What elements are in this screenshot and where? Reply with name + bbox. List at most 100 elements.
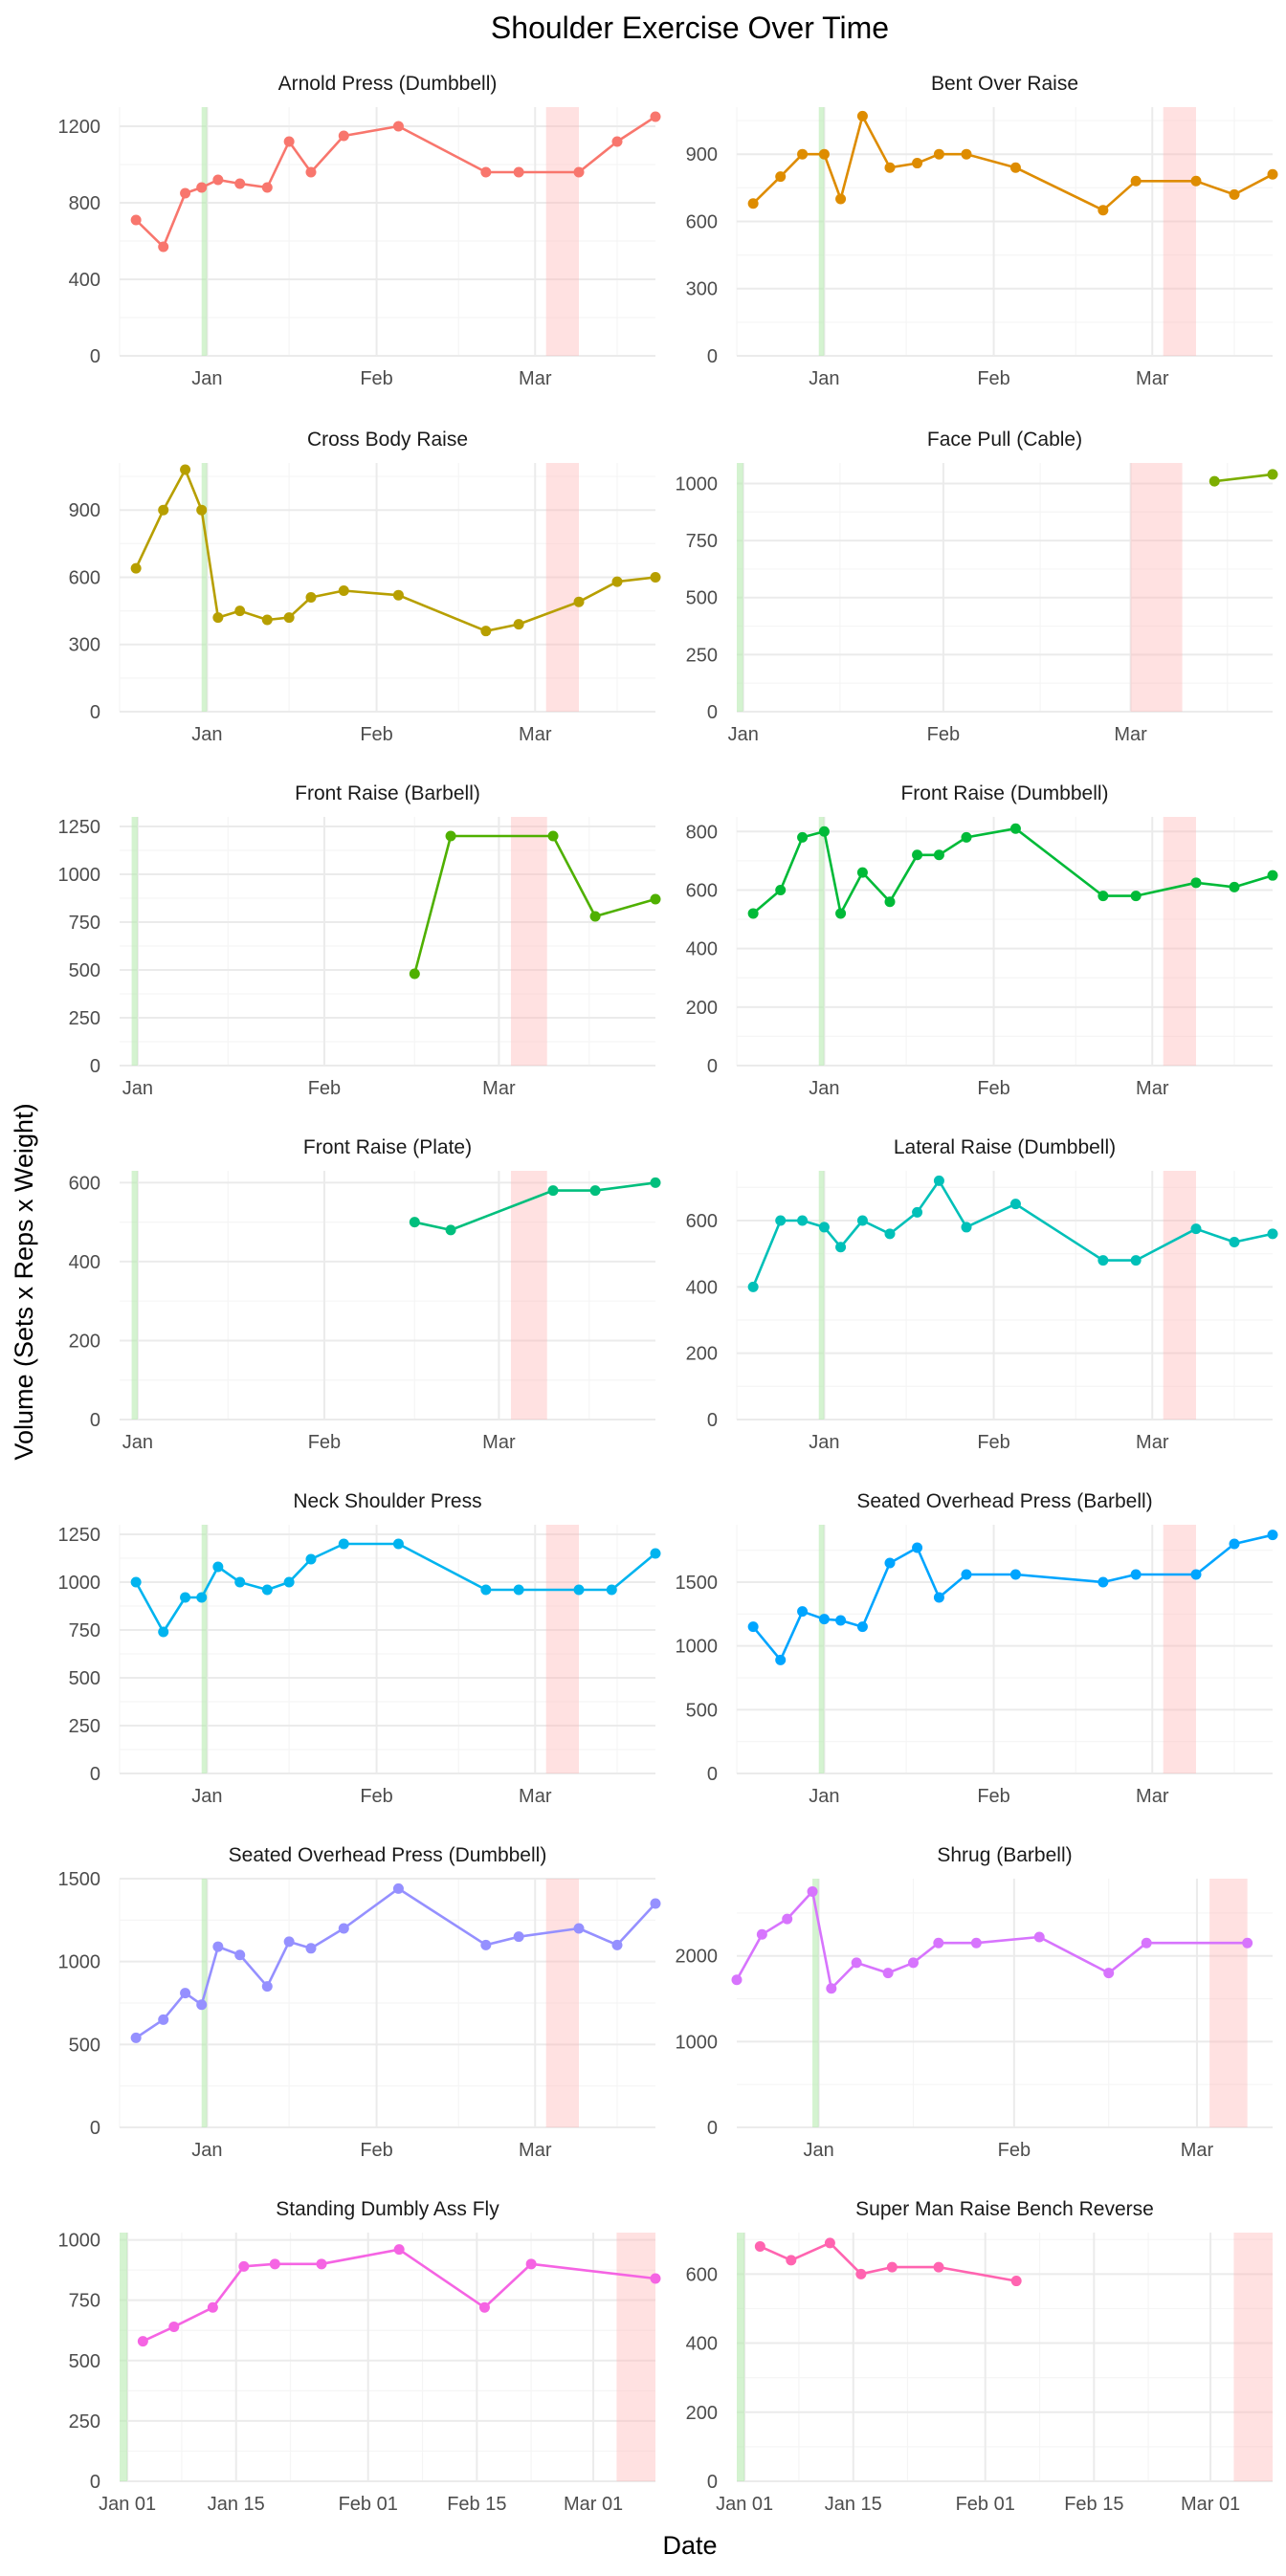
data-point (409, 1217, 420, 1228)
data-point (1098, 891, 1109, 902)
data-point (933, 1175, 944, 1186)
data-point (261, 614, 273, 626)
data-point (338, 585, 349, 597)
panel-title: Front Raise (Barbell) (295, 782, 480, 804)
y-tick-label: 1000 (676, 2032, 719, 2053)
data-point (650, 1548, 661, 1559)
panel: Neck Shoulder Press 0 250 500 750 1000 1250 Jan… (58, 1490, 661, 1807)
data-point (1267, 870, 1278, 881)
data-point (650, 571, 661, 583)
y-tick-label: 300 (69, 635, 100, 656)
x-tick-label: Mar (1136, 1786, 1169, 1807)
data-point (912, 158, 923, 169)
data-point (480, 1939, 492, 1950)
panel-title: Bent Over Raise (931, 73, 1078, 95)
data-point (884, 896, 896, 908)
y-tick-label: 200 (69, 1331, 100, 1352)
x-tick-label: Jan (728, 724, 759, 745)
y-tick-label: 0 (707, 1410, 718, 1431)
data-point (1009, 823, 1021, 834)
data-point (650, 893, 661, 905)
data-point (168, 2321, 180, 2332)
panel: Front Raise (Barbell) 0 250 500 750 1000 1250 J… (58, 782, 661, 1099)
data-point (316, 2258, 327, 2270)
panel-title: Front Raise (Plate) (303, 1136, 472, 1158)
panel-title: Front Raise (Dumbbell) (900, 782, 1108, 804)
data-point (650, 1898, 661, 1909)
data-point (856, 1621, 868, 1633)
data-point (130, 1576, 142, 1588)
y-tick-label: 0 (707, 1056, 718, 1077)
data-point (1208, 475, 1220, 487)
x-tick-label: Mar (482, 1078, 516, 1099)
data-point (1009, 162, 1021, 173)
x-tick-label: Feb (977, 1078, 1009, 1099)
data-point (445, 1224, 456, 1236)
data-point (196, 182, 208, 193)
y-tick-label: 500 (69, 1668, 100, 1689)
red-highlight-band (1163, 1525, 1196, 1773)
data-point (392, 1538, 404, 1550)
red-highlight-band (1163, 107, 1196, 356)
x-tick-label: Jan 01 (716, 2494, 773, 2515)
x-tick-label: Jan (809, 1432, 839, 1453)
green-highlight-band (120, 2233, 128, 2481)
series-line (751, 1179, 1274, 1288)
data-point (797, 1215, 809, 1226)
data-point (882, 1968, 894, 1979)
x-tick-label: Jan (122, 1432, 153, 1453)
x-tick-label: Mar (519, 1786, 552, 1807)
y-tick-label: 600 (686, 880, 718, 901)
panel: Bent Over Raise 0 300 600 900 Jan Feb Mar (686, 73, 1278, 389)
panel: Front Raise (Plate) 0 200 400 600 Jan Feb Mar (69, 1136, 661, 1453)
green-highlight-band (201, 107, 208, 356)
y-tick-label: 500 (69, 2035, 100, 2056)
data-point (393, 2244, 405, 2256)
data-point (269, 2258, 280, 2270)
data-point (196, 1999, 208, 2011)
green-highlight-band (737, 2233, 745, 2481)
data-point (933, 2261, 944, 2273)
y-tick-label: 1000 (676, 473, 719, 495)
data-point (961, 148, 972, 160)
data-point (547, 1185, 559, 1197)
data-point (1141, 1937, 1152, 1949)
data-point (525, 2258, 537, 2270)
data-point (1098, 205, 1109, 216)
data-point (856, 110, 868, 121)
y-tick-label: 500 (69, 2351, 100, 2372)
data-point (856, 867, 868, 878)
data-point (158, 504, 169, 516)
data-point (130, 214, 142, 226)
data-point (234, 1576, 246, 1588)
x-tick-label: Mar (1136, 1078, 1169, 1099)
y-tick-label: 600 (686, 211, 718, 232)
data-point (756, 1928, 767, 1940)
x-tick-label: Mar (1181, 2140, 1214, 2161)
panel-title: Face Pull (Cable) (927, 429, 1082, 451)
data-point (180, 1988, 191, 1999)
data-point (1190, 877, 1202, 889)
data-point (130, 2032, 142, 2043)
data-point (824, 2237, 835, 2249)
panel: Seated Overhead Press (Dumbbell) 0 500 1000… (58, 1844, 661, 2161)
x-tick-label: Feb 01 (339, 2494, 398, 2515)
green-highlight-band (201, 463, 208, 712)
data-point (589, 911, 601, 922)
data-point (933, 148, 944, 160)
series-line (134, 468, 656, 633)
data-point (305, 1943, 317, 1954)
data-point (835, 1242, 847, 1253)
x-tick-label: Jan 15 (825, 2494, 882, 2515)
green-highlight-band (201, 1525, 208, 1773)
panel: Seated Overhead Press (Barbell) 0 500 1000 1… (676, 1490, 1278, 1807)
panel: Super Man Raise Bench Reverse 0 200 400 600 J… (686, 2198, 1273, 2515)
data-point (392, 1882, 404, 1894)
data-point (392, 121, 404, 132)
y-tick-label: 2000 (676, 1947, 719, 1968)
data-point (1267, 469, 1278, 480)
data-point (1229, 1538, 1240, 1550)
data-point (611, 1939, 623, 1950)
series-line (1214, 473, 1274, 483)
panel-title: Seated Overhead Press (Dumbbell) (229, 1844, 547, 1866)
